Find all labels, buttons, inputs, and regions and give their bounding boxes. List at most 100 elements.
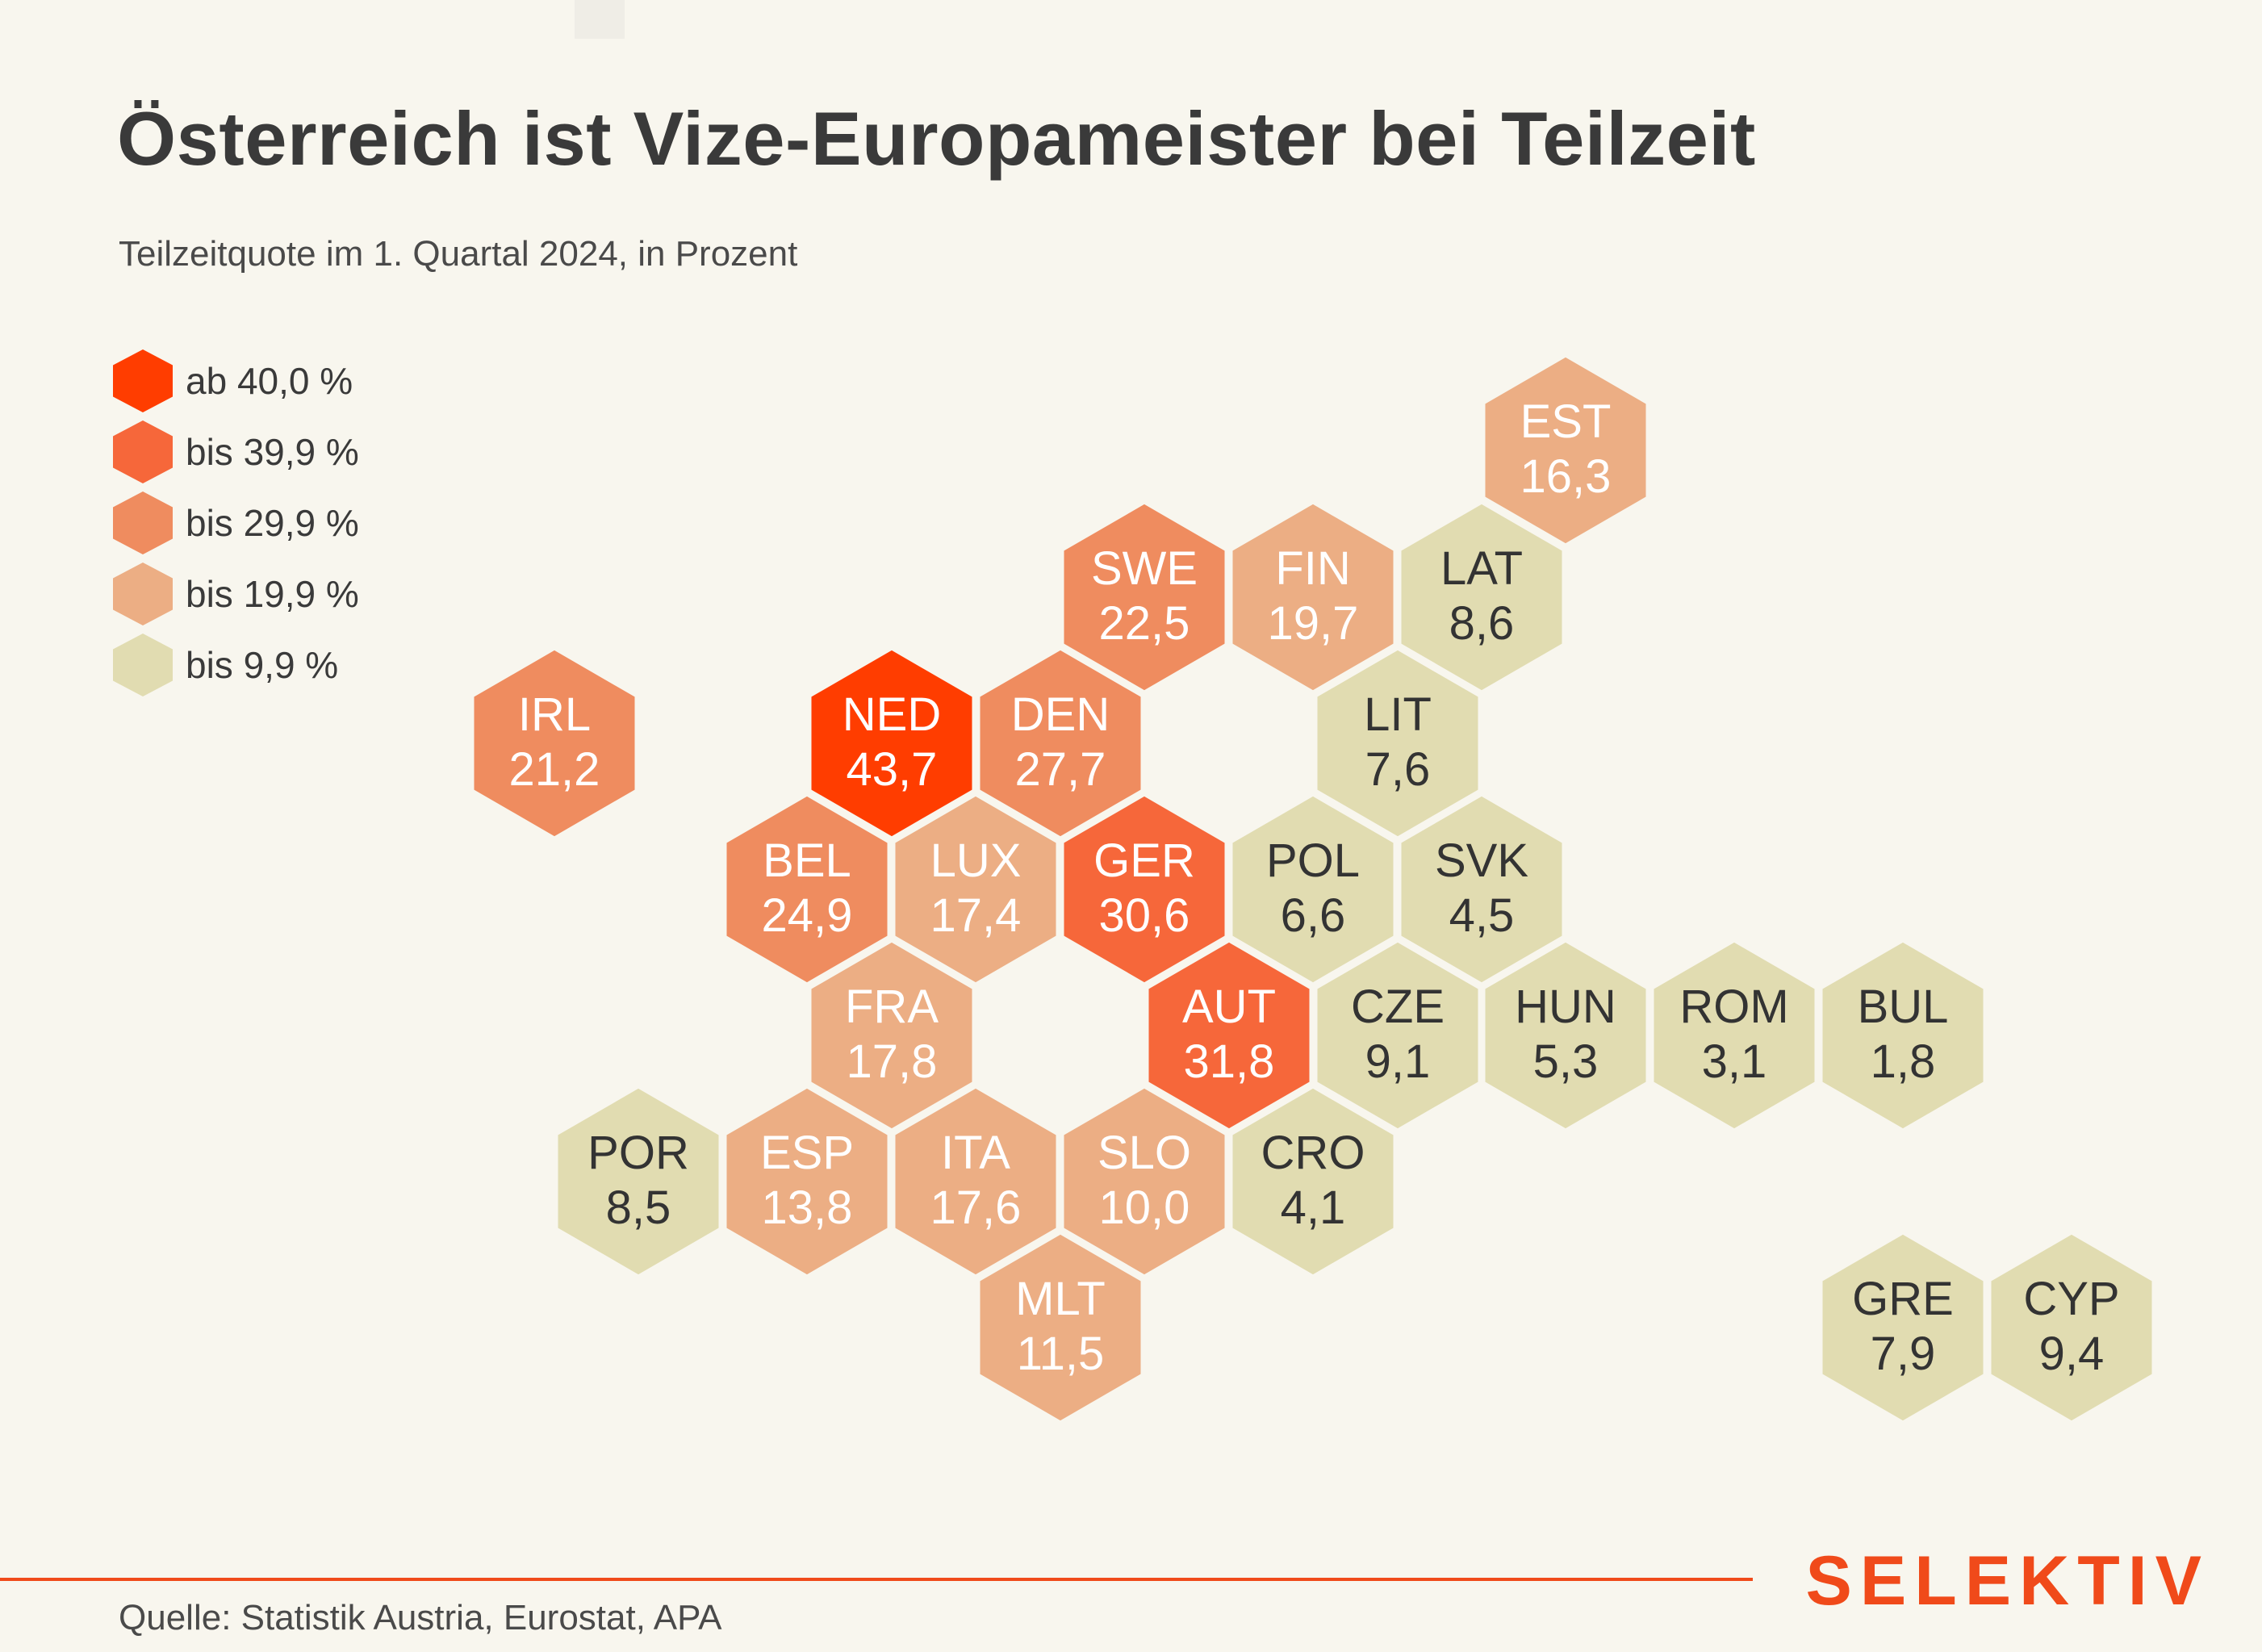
country-value: 30,6 xyxy=(1099,889,1190,942)
legend-label: bis 39,9 % xyxy=(186,431,359,473)
legend-item-30: bis 39,9 % xyxy=(113,416,359,487)
country-code: POR xyxy=(587,1127,689,1179)
country-value: 27,7 xyxy=(1015,743,1106,796)
country-value: 7,6 xyxy=(1365,743,1431,796)
country-value: 10,0 xyxy=(1099,1181,1190,1234)
hex-cell xyxy=(891,792,1060,987)
country-code: CRO xyxy=(1261,1127,1365,1179)
hex-cell xyxy=(1818,938,1988,1133)
hex-cell xyxy=(1228,792,1398,987)
country-value: 4,5 xyxy=(1449,889,1515,942)
hex-cell xyxy=(1397,792,1566,987)
hex-cell xyxy=(1649,938,1819,1133)
legend-item-10: bis 19,9 % xyxy=(113,558,359,629)
hex-cell xyxy=(1060,1084,1229,1279)
hex-cell xyxy=(976,1230,1145,1425)
country-value: 22,5 xyxy=(1099,597,1190,650)
hex-cell xyxy=(1060,500,1229,695)
country-value: 4,1 xyxy=(1281,1181,1346,1234)
country-value: 1,8 xyxy=(1871,1035,1936,1088)
country-value: 3,1 xyxy=(1702,1035,1767,1088)
legend-item-40: ab 40,0 % xyxy=(113,345,359,416)
hex-cell xyxy=(1481,353,1650,548)
hex-cell xyxy=(470,646,639,841)
country-code: EST xyxy=(1520,395,1612,448)
country-code: NED xyxy=(843,688,941,741)
legend-label: ab 40,0 % xyxy=(186,360,353,402)
country-value: 5,3 xyxy=(1533,1035,1599,1088)
country-code: SWE xyxy=(1091,542,1198,595)
footer-divider xyxy=(0,1578,1753,1581)
country-value: 17,8 xyxy=(847,1035,938,1088)
country-value: 9,1 xyxy=(1365,1035,1431,1088)
country-value: 31,8 xyxy=(1184,1035,1275,1088)
country-code: HUN xyxy=(1515,981,1616,1033)
country-code: SVK xyxy=(1435,834,1528,887)
country-code: FIN xyxy=(1275,542,1350,595)
country-code: SLO xyxy=(1098,1127,1191,1179)
country-code: GRE xyxy=(1852,1273,1954,1325)
country-code: CYP xyxy=(2023,1273,2119,1325)
country-value: 9,4 xyxy=(2039,1328,2105,1380)
legend-hex-icon xyxy=(113,491,173,554)
country-code: POL xyxy=(1266,834,1360,887)
legend-item-20: bis 29,9 % xyxy=(113,487,359,558)
country-value: 8,5 xyxy=(606,1181,671,1234)
country-code: BUL xyxy=(1858,981,1949,1033)
country-code: AUT xyxy=(1182,981,1276,1033)
hex-cell xyxy=(554,1084,723,1279)
hex-cell xyxy=(1313,646,1482,841)
legend-hex-icon xyxy=(113,634,173,696)
legend-label: bis 9,9 % xyxy=(186,644,339,686)
country-value: 43,7 xyxy=(847,743,938,796)
legend-hex-icon xyxy=(113,349,173,412)
hex-cell xyxy=(1228,500,1398,695)
country-code: MLT xyxy=(1015,1273,1106,1325)
country-code: ITA xyxy=(941,1127,1010,1179)
country-value: 11,5 xyxy=(1017,1328,1105,1380)
hex-cell xyxy=(807,938,976,1133)
country-code: DEN xyxy=(1011,688,1110,741)
page-title: Österreich ist Vize-Europameister bei Te… xyxy=(117,96,1756,181)
country-value: 7,9 xyxy=(1871,1328,1936,1380)
top-bar xyxy=(575,0,625,39)
hex-cell xyxy=(722,1084,892,1279)
hex-cell xyxy=(1397,500,1566,695)
hex-cell xyxy=(976,646,1145,841)
legend: ab 40,0 % bis 39,9 % bis 29,9 % bis 19,9… xyxy=(113,345,359,701)
legend-hex-icon xyxy=(113,420,173,483)
legend-label: bis 19,9 % xyxy=(186,573,359,615)
brand-logo: SELEKTIV xyxy=(1805,1542,2210,1620)
hex-cell xyxy=(722,792,892,987)
country-value: 13,8 xyxy=(762,1181,853,1234)
country-value: 17,6 xyxy=(930,1181,1022,1234)
country-code: CZE xyxy=(1351,981,1445,1033)
country-code: BEL xyxy=(763,834,851,887)
country-code: IRL xyxy=(518,688,591,741)
hex-cell xyxy=(1144,938,1314,1133)
source-note: Quelle: Statistik Austria, Eurostat, APA xyxy=(119,1598,722,1637)
country-value: 16,3 xyxy=(1520,450,1612,503)
